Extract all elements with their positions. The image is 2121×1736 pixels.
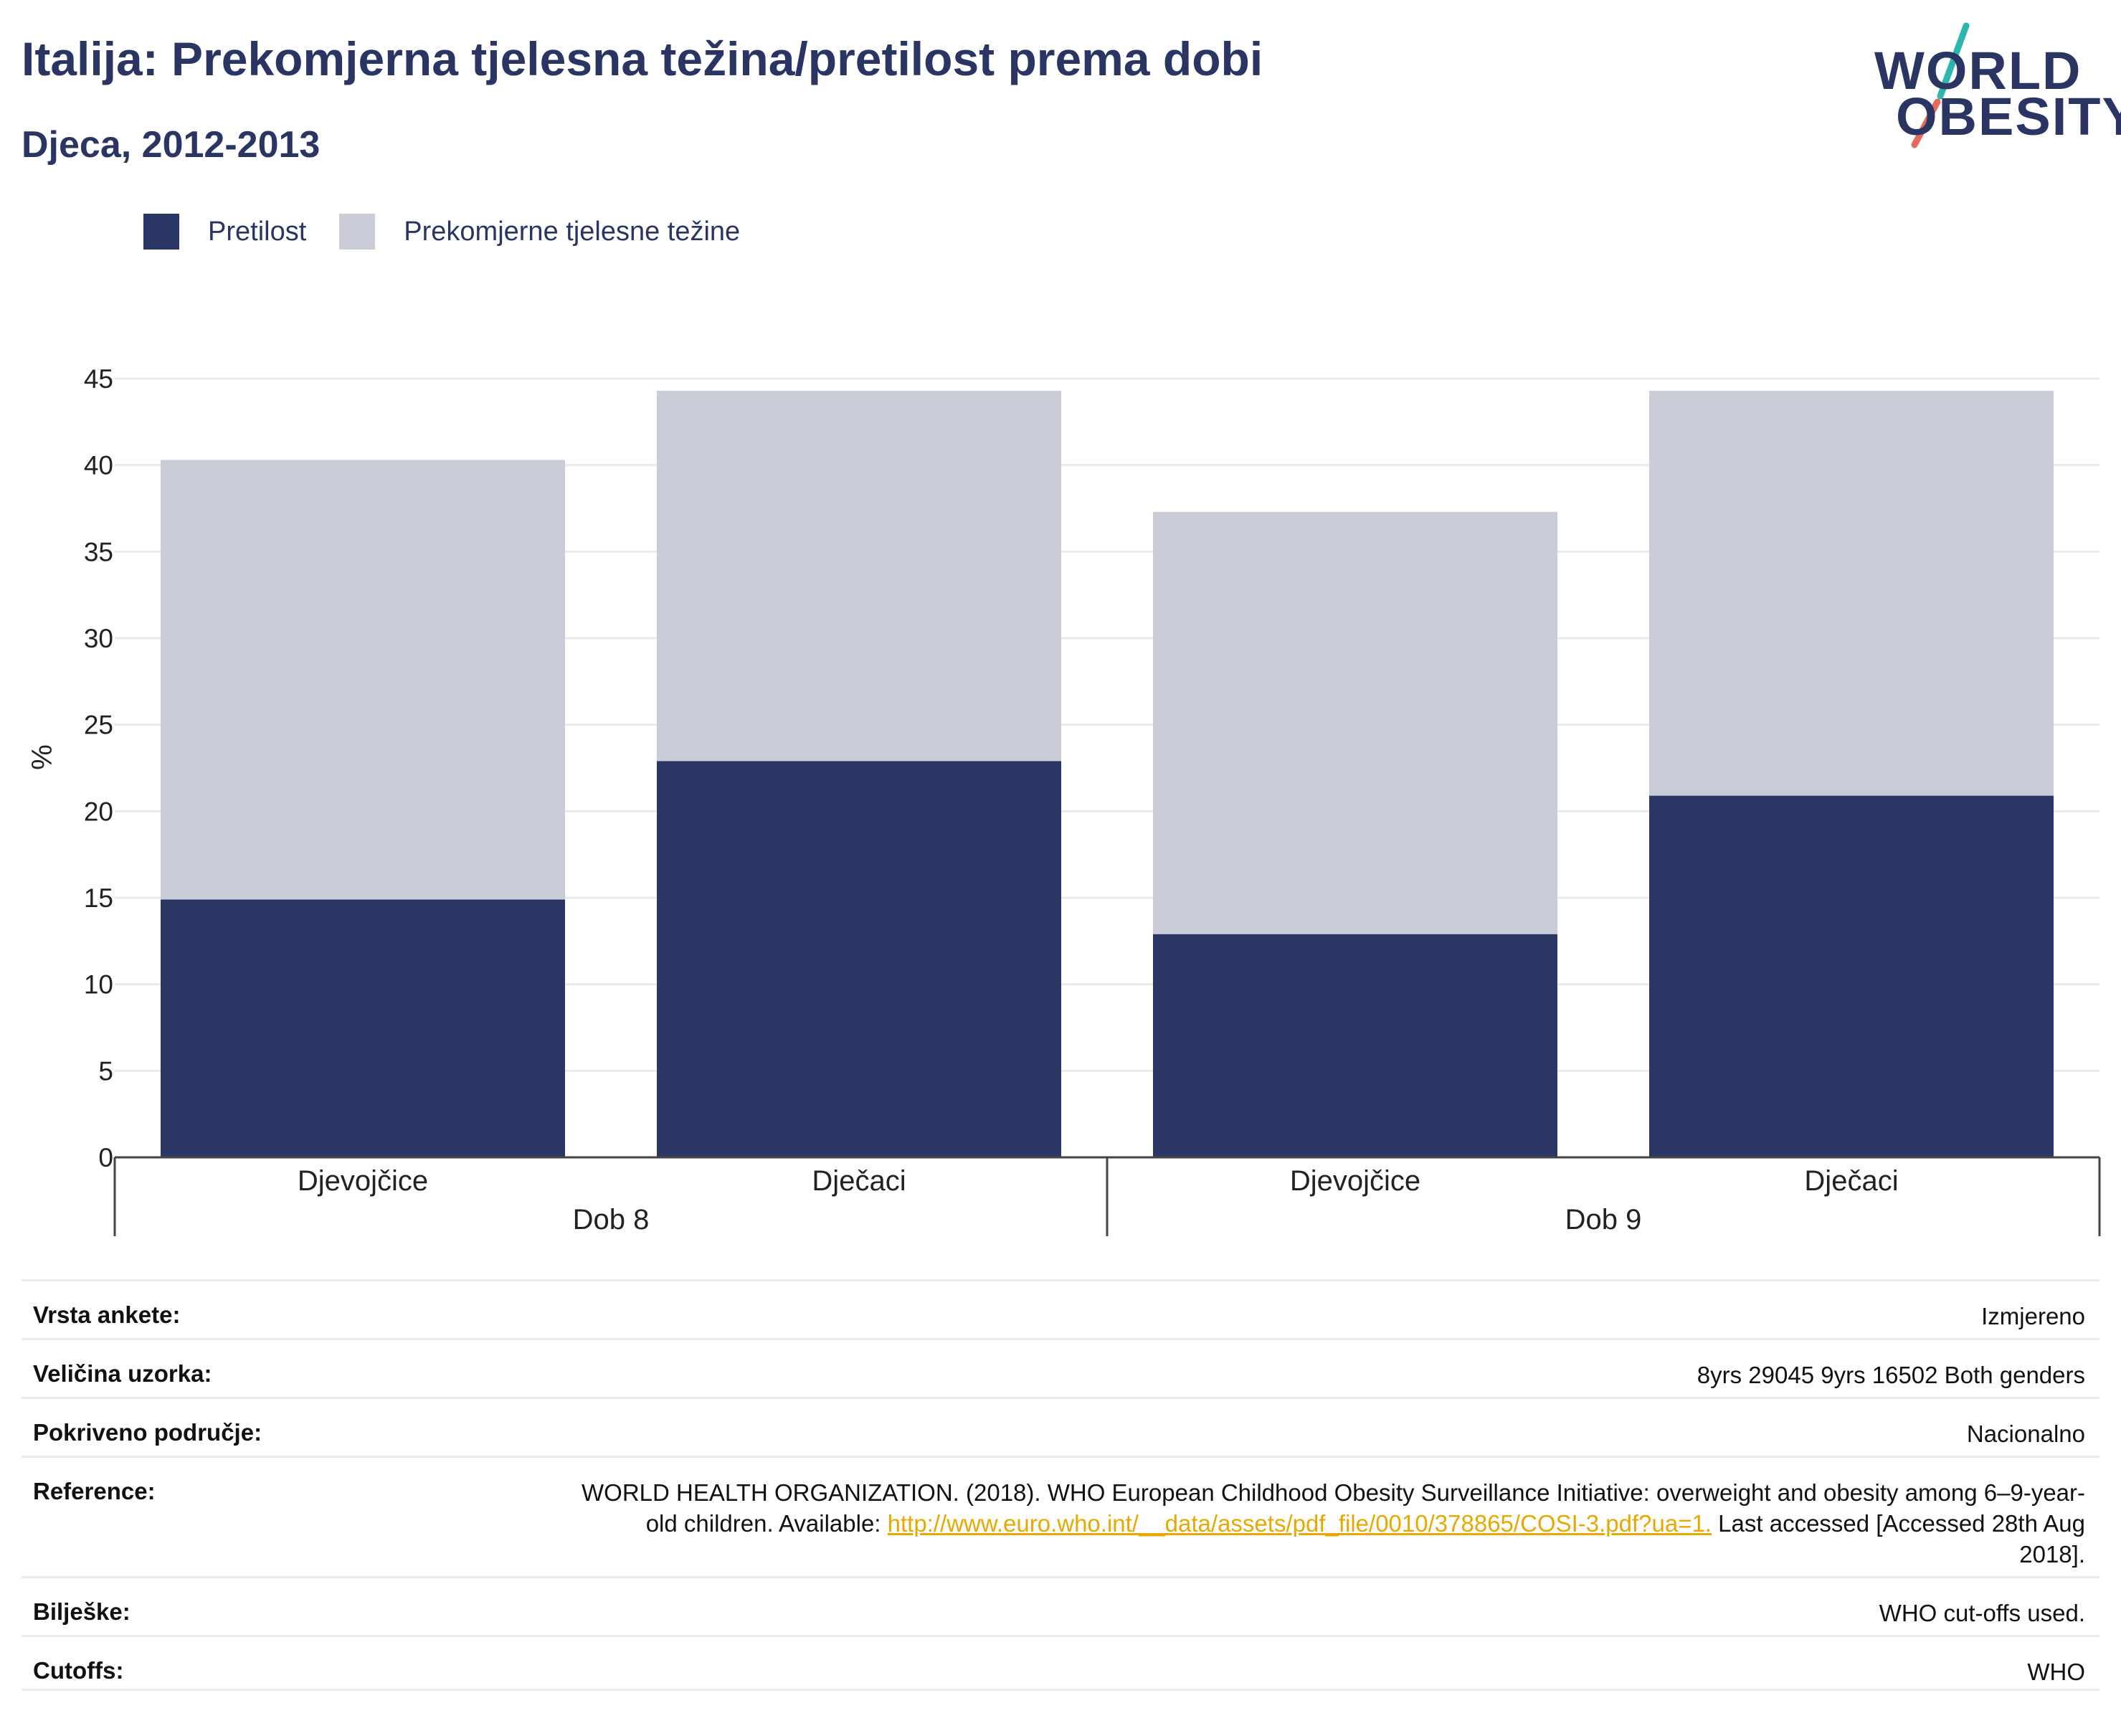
info-row-cutoffs: Cutoffs: WHO — [22, 1635, 2099, 1691]
info-value: 8yrs 29045 9yrs 16502 Both genders — [1697, 1362, 2085, 1388]
x-category-label: Dječaci — [812, 1165, 906, 1197]
info-value: WORLD HEALTH ORGANIZATION. (2018). WHO E… — [579, 1478, 2085, 1570]
x-group-label: Dob 9 — [1565, 1204, 1642, 1235]
x-group-label: Dob 8 — [573, 1204, 650, 1235]
logo-word-world: WORLD — [1874, 41, 2082, 100]
page-title: Italija: Prekomjerna tjelesna težina/pre… — [22, 32, 1263, 85]
info-row-reference: Reference: WORLD HEALTH ORGANIZATION. (2… — [22, 1456, 2099, 1576]
info-value: Nacionalno — [1966, 1420, 2085, 1447]
info-label: Reference: — [33, 1478, 156, 1504]
info-row-notes: Bilješke: WHO cut-offs used. — [22, 1576, 2099, 1635]
bar-segment-obesity[interactable]: Pretilost: 14.9 — [161, 899, 565, 1157]
info-label: Cutoffs: — [33, 1657, 124, 1684]
y-tick-label: 20 — [84, 797, 113, 826]
bar-segment-obesity[interactable]: Pretilost: 12.9 — [1153, 934, 1557, 1157]
world-obesity-logo: WORLD OBESITY — [1871, 22, 2121, 151]
info-row-survey-type: Vrsta ankete: Izmjereno — [22, 1279, 2099, 1338]
x-category-label: Djevojčice — [1290, 1165, 1420, 1197]
reference-link[interactable]: http://www.euro.who.int/__data/assets/pd… — [887, 1509, 1712, 1537]
info-value: WHO — [2027, 1659, 2085, 1685]
y-tick-label: 25 — [84, 711, 113, 740]
legend-label-overweight: Prekomjerne tjelesne težine — [404, 216, 741, 247]
bar-segment-overweight[interactable]: Prekomjerne tjelesne težine: 21.4 — [657, 390, 1061, 762]
info-label: Veličina uzorka: — [33, 1360, 212, 1387]
x-category-label: Djevojčice — [298, 1165, 428, 1197]
logo-word-obesity: OBESITY — [1896, 87, 2121, 146]
bar-segment-overweight[interactable]: Prekomjerne tjelesne težine: 24.4 — [1153, 511, 1557, 934]
info-row-sample-size: Veličina uzorka: 8yrs 29045 9yrs 16502 B… — [22, 1338, 2099, 1397]
reference-accessed: Last accessed [Accessed 28th Aug 2018]. — [1712, 1509, 2085, 1567]
chart-legend: Pretilost Prekomjerne tjelesne težine — [143, 214, 773, 250]
y-tick-label: 45 — [84, 364, 113, 394]
survey-info-table: Vrsta ankete: Izmjereno Veličina uzorka:… — [22, 1279, 2099, 1691]
x-category-label: Dječaci — [1804, 1165, 1898, 1197]
page-subtitle: Djeca, 2012-2013 — [22, 124, 321, 166]
bar-segment-obesity[interactable]: Pretilost: 22.9 — [657, 761, 1061, 1157]
info-value: WHO cut-offs used. — [1879, 1600, 2085, 1626]
legend-swatch-overweight — [339, 214, 376, 250]
bar-segment-obesity[interactable]: Pretilost: 20.9 — [1649, 795, 2054, 1157]
y-tick-label: 40 — [84, 451, 113, 480]
info-row-coverage: Pokriveno područje: Nacionalno — [22, 1397, 2099, 1456]
info-label: Bilješke: — [33, 1598, 131, 1625]
logo-slash-icon — [1911, 22, 1970, 148]
bar-segment-overweight[interactable]: Prekomjerne tjelesne težine: 25.4 — [161, 460, 565, 900]
y-tick-label: 0 — [98, 1143, 113, 1172]
bar-segment-overweight[interactable]: Prekomjerne tjelesne težine: 23.4 — [1649, 390, 2054, 796]
y-tick-label: 35 — [84, 537, 113, 566]
y-tick-label: 10 — [84, 970, 113, 1000]
legend-item-overweight[interactable]: Prekomjerne tjelesne težine — [339, 214, 740, 250]
reference-text: WORLD HEALTH ORGANIZATION. (2018). WHO E… — [582, 1479, 2085, 1537]
y-tick-label: 30 — [84, 624, 113, 653]
y-axis-label: % — [27, 744, 58, 770]
legend-label-obesity: Pretilost — [208, 216, 307, 247]
y-tick-label: 5 — [98, 1056, 113, 1086]
info-value: Izmjereno — [1981, 1303, 2085, 1329]
info-label: Pokriveno područje: — [33, 1419, 262, 1446]
y-tick-label: 15 — [84, 883, 113, 913]
info-label: Vrsta ankete: — [33, 1301, 181, 1328]
legend-item-obesity[interactable]: Pretilost — [143, 214, 306, 250]
legend-swatch-obesity — [143, 214, 179, 250]
